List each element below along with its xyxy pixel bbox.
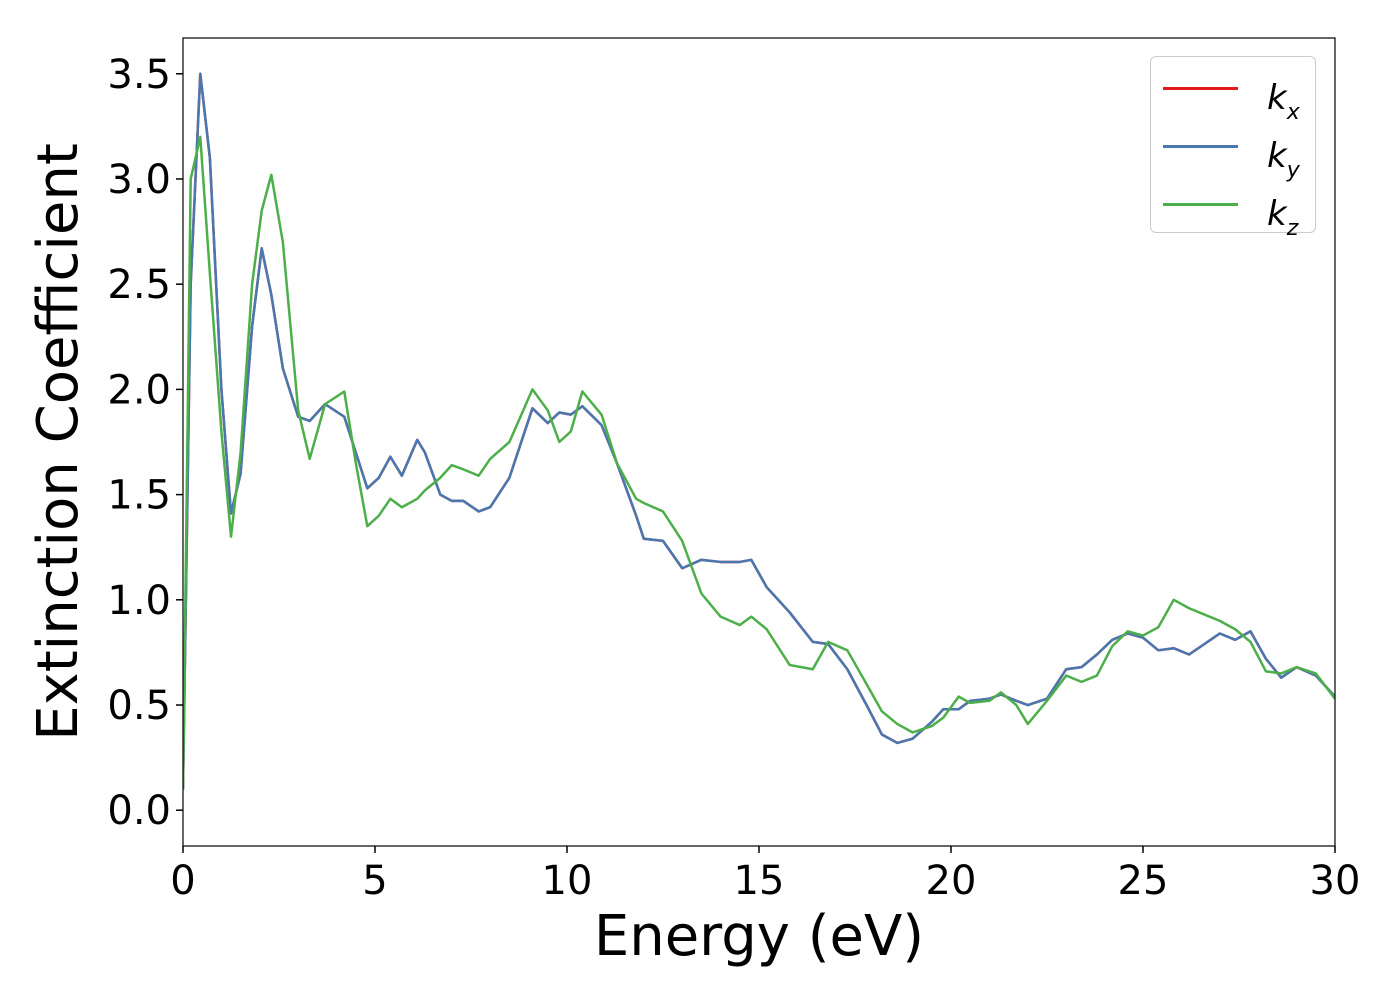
y-tick-label: 2.0 — [107, 367, 171, 413]
legend: kx ky kz — [1150, 56, 1316, 241]
x-tick-label: 15 — [734, 858, 785, 904]
x-tick-label: 25 — [1118, 858, 1169, 904]
y-tick-label: 1.0 — [107, 578, 171, 624]
data-line — [183, 135, 1335, 790]
x-tick-label: 20 — [926, 858, 977, 904]
legend-entry: kz — [1163, 184, 1313, 241]
legend-swatch — [1163, 145, 1238, 148]
legend-entry: ky — [1163, 126, 1313, 183]
y-tick-label: 2.5 — [107, 262, 171, 308]
plot-frame — [182, 37, 1336, 847]
legend-entry: kx — [1163, 68, 1313, 125]
y-tick-label: 3.5 — [107, 52, 171, 98]
legend-label: ky — [1267, 136, 1300, 183]
y-tick-label: 0.0 — [107, 788, 171, 834]
x-tick-label: 5 — [362, 858, 387, 904]
x-tick-label: 30 — [1310, 858, 1361, 904]
x-tick-label: 0 — [170, 858, 195, 904]
x-tick-label: 10 — [542, 858, 593, 904]
legend-swatch — [1163, 203, 1238, 206]
legend-label: kx — [1267, 78, 1300, 125]
legend-label: kz — [1267, 194, 1299, 241]
y-tick-label: 1.5 — [107, 473, 171, 519]
x-axis-label: Energy (eV) — [594, 904, 924, 969]
y-tick-label: 3.0 — [107, 157, 171, 203]
y-tick-label: 0.5 — [107, 683, 171, 729]
y-axis-label: Extinction Coefficient — [26, 143, 91, 741]
legend-swatch — [1163, 87, 1238, 90]
